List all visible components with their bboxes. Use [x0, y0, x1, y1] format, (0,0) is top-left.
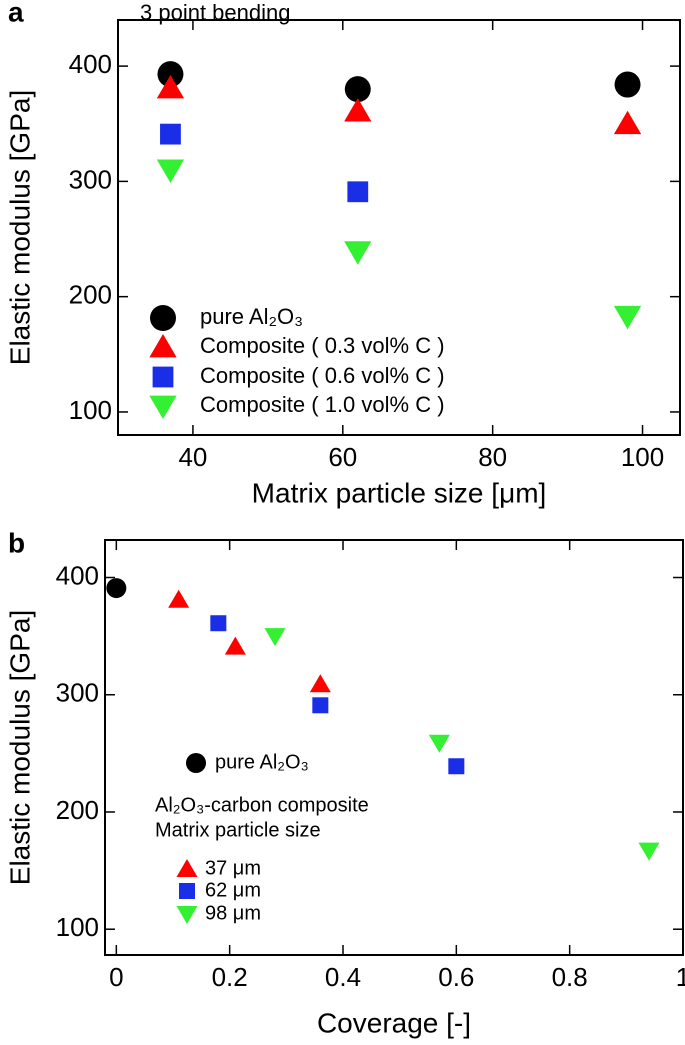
marker	[224, 636, 246, 655]
marker	[428, 734, 450, 753]
x-tick-label: 0	[109, 962, 123, 992]
x-tick-label: 1	[676, 962, 685, 992]
marker	[638, 842, 660, 861]
legend-marker	[149, 334, 177, 358]
x-tick-label: 60	[328, 442, 357, 472]
legend-label: Composite ( 1.0 vol% C )	[200, 392, 445, 417]
x-tick-label: 0.6	[438, 962, 474, 992]
legend-label: 62 μm	[205, 879, 261, 901]
marker	[613, 110, 642, 135]
plot-frame	[104, 539, 684, 956]
y-tick-label: 100	[69, 395, 112, 425]
legend-label: 98 μm	[205, 902, 261, 924]
panel-label: b	[8, 527, 25, 558]
legend-label: pure Al₂O₃	[200, 304, 303, 329]
x-axis-label: Matrix particle size [μm]	[252, 477, 547, 508]
legend-label: Composite ( 0.3 vol% C )	[200, 333, 445, 358]
x-tick-label: 80	[478, 442, 507, 472]
marker	[156, 159, 185, 183]
panel-label: a	[8, 0, 24, 27]
legend-marker	[176, 859, 198, 877]
legend-label: Composite ( 0.6 vol% C )	[200, 363, 445, 388]
x-tick-label: 0.8	[552, 962, 588, 992]
legend-marker	[150, 305, 176, 331]
x-tick-label: 0.4	[325, 962, 361, 992]
marker	[312, 697, 329, 714]
marker	[106, 578, 127, 599]
legend-label: pure Al₂O₃	[215, 751, 309, 773]
marker	[347, 181, 369, 203]
legend-marker	[149, 395, 177, 419]
marker	[156, 75, 185, 99]
annotation: 3 point bending	[140, 0, 290, 25]
marker	[210, 615, 227, 632]
legend-marker	[176, 906, 198, 924]
y-tick-label: 400	[69, 49, 112, 79]
marker	[614, 71, 641, 98]
x-tick-label: 100	[621, 442, 664, 472]
marker	[344, 241, 372, 265]
y-axis-label: Elastic modulus [GPa]	[4, 90, 35, 365]
x-tick-label: 0.2	[212, 962, 248, 992]
y-tick-label: 100	[56, 912, 99, 942]
y-tick-label: 300	[56, 678, 99, 708]
legend-marker	[186, 753, 206, 773]
marker	[613, 305, 642, 330]
y-tick-label: 400	[56, 560, 99, 590]
marker	[344, 76, 371, 103]
marker	[168, 589, 190, 608]
y-tick-label: 300	[69, 164, 112, 194]
legend-heading: Matrix particle size	[155, 819, 321, 841]
y-tick-label: 200	[56, 795, 99, 825]
marker	[264, 628, 286, 647]
plot-frame	[117, 19, 681, 436]
x-tick-label: 40	[178, 442, 207, 472]
legend-heading: Al₂O₃-carbon composite	[155, 794, 369, 816]
x-axis-label: Coverage [-]	[317, 1007, 471, 1038]
marker	[448, 758, 465, 775]
marker	[309, 674, 331, 693]
y-tick-label: 200	[69, 280, 112, 310]
legend-marker	[152, 366, 174, 388]
marker	[344, 98, 372, 122]
legend-label: 37 μm	[205, 857, 261, 879]
legend-marker	[179, 883, 195, 899]
marker	[157, 61, 184, 88]
y-axis-label: Elastic modulus [GPa]	[4, 610, 35, 885]
marker	[160, 123, 181, 145]
